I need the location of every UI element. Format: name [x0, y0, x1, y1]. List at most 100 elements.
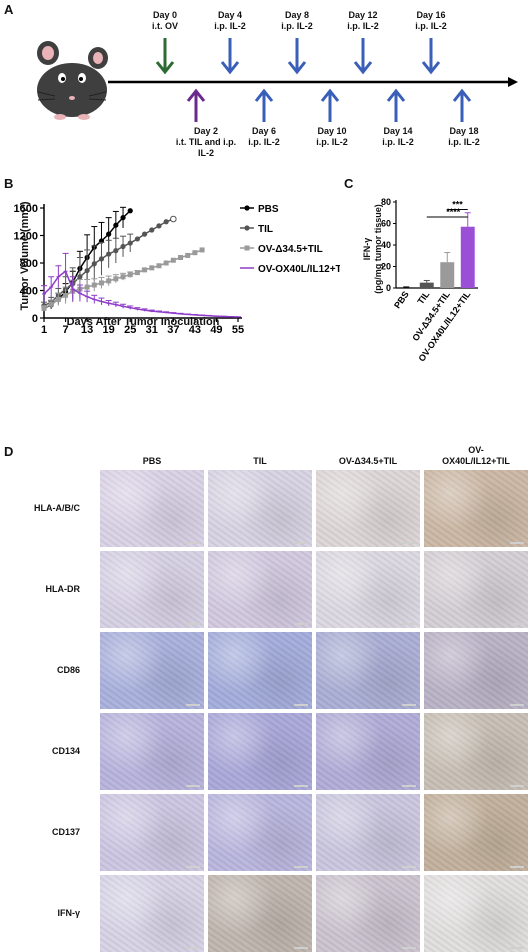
timeline-label-day2: Day 2 i.t. TIL and i.p. IL-2 — [175, 126, 237, 158]
x-tick-label: 31 — [146, 324, 158, 336]
ihc-image-tile — [100, 875, 204, 952]
scale-bar — [186, 785, 200, 787]
ihc-column-pbs: PBS — [142, 456, 162, 466]
data-point — [84, 267, 90, 274]
scale-bar — [294, 785, 308, 787]
scale-bar — [294, 866, 308, 868]
ihc-image-tile — [316, 713, 420, 790]
timeline-graphic — [37, 38, 518, 122]
ihc-image-tile — [316, 875, 420, 952]
data-point — [127, 240, 133, 246]
scale-bar — [510, 542, 524, 544]
scale-bar — [186, 704, 200, 706]
ihc-image-tile — [424, 470, 528, 547]
scale-bar — [402, 542, 416, 544]
category-label: TIL — [415, 289, 431, 306]
scale-bar — [294, 947, 308, 949]
ihc-image-tile — [316, 551, 420, 628]
down-arrowhead-icon — [220, 61, 240, 75]
tumor-volume-chart: 0 400 800 1200 1600 1 7 13 19 25 31 37 43 49 55 PBS TIL O… — [0, 190, 351, 390]
tumor-volume-x-label: Days After Tumor Inoculation — [66, 316, 220, 328]
ihc-image-tile — [208, 632, 312, 709]
y-tick-label: 0 — [386, 283, 391, 293]
scale-bar — [510, 866, 524, 868]
significance-label: *** — [452, 200, 463, 210]
timeline-panel: Day 0 i.t. OV Day 4 i.p. IL-2 Day 8 i.p. IL… — [0, 0, 532, 170]
legend-swatch-marker — [244, 205, 250, 211]
data-point — [149, 227, 155, 233]
timeline-label-day14: Day 14 i.p. IL-2 — [382, 126, 414, 147]
bar — [419, 282, 434, 288]
data-point — [91, 261, 97, 267]
down-arrowhead-icon — [353, 61, 373, 75]
tumor-volume-y-label: Tumor Volume (mm³) — [19, 201, 31, 311]
ihc-panel: PBS TIL OV-Δ34.5+TIL OV- OX40L/IL12+TIL H… — [0, 444, 532, 952]
up-arrowhead-icon — [320, 88, 340, 102]
scale-bar — [510, 623, 524, 625]
data-point — [41, 305, 47, 311]
y-tick-label: 40 — [381, 240, 391, 250]
scale-bar — [510, 785, 524, 787]
data-point — [120, 274, 126, 280]
x-tick-label: 19 — [103, 324, 115, 336]
bar — [460, 226, 475, 288]
ihc-image-tile — [100, 551, 204, 628]
data-point — [141, 231, 148, 237]
data-point — [55, 296, 61, 302]
x-tick-label: 55 — [232, 324, 244, 336]
scale-bar — [510, 704, 524, 706]
data-point — [120, 215, 126, 221]
series-3 — [41, 252, 241, 318]
y-tick-label: 80 — [381, 197, 391, 207]
x-tick-label: 49 — [210, 324, 222, 336]
data-point — [91, 282, 97, 288]
data-point — [120, 243, 126, 250]
x-tick-label: 1 — [41, 324, 47, 336]
up-arrowhead-icon — [254, 88, 274, 102]
ifng-bar-chart: 0 20 40 60 80 PBS TIL OV-Δ34.5+TIL OV-OX40L/IL12… — [340, 190, 532, 440]
ihc-image-tile — [208, 794, 312, 871]
up-arrowhead-icon — [386, 88, 406, 102]
down-arrowhead-icon — [421, 61, 441, 75]
timeline-label-day0: Day 0 i.t. OV — [151, 10, 178, 31]
legend-swatch-marker — [244, 225, 250, 231]
data-point — [48, 301, 54, 307]
y-tick-label: 400 — [20, 286, 38, 298]
x-tick-label: 25 — [124, 324, 136, 336]
ihc-image-tile — [100, 713, 204, 790]
scale-bar — [294, 623, 308, 625]
scale-bar — [402, 623, 416, 625]
timeline-label-day10: Day 10 i.p. IL-2 — [316, 126, 348, 147]
ihc-image-tile — [424, 551, 528, 628]
data-point — [156, 223, 162, 229]
ihc-image-tile — [424, 875, 528, 952]
category-label: PBS — [392, 289, 411, 310]
scale-bar — [402, 785, 416, 787]
legend-swatch-marker — [244, 245, 250, 251]
data-point — [98, 280, 104, 286]
scale-bar — [186, 623, 200, 625]
panel-letter-a: A — [4, 2, 14, 17]
scale-bar — [510, 947, 524, 949]
data-point — [77, 274, 83, 280]
down-arrowhead-icon — [287, 61, 307, 75]
data-point — [84, 284, 90, 290]
ihc-row-label: HLA-DR — [45, 584, 81, 594]
y-tick-label: 800 — [20, 258, 38, 270]
data-point — [127, 208, 133, 214]
ihc-image-tile — [208, 713, 312, 790]
y-tick-label: 20 — [381, 262, 391, 272]
ihc-row-label: CD137 — [51, 827, 80, 837]
ihc-image-tile — [316, 794, 420, 871]
ihc-image-tile — [100, 470, 204, 547]
ihc-row-label: CD86 — [56, 665, 80, 675]
bar — [399, 287, 414, 289]
scale-bar — [186, 947, 200, 949]
data-point — [163, 219, 169, 225]
data-point — [134, 236, 141, 242]
panel-letter-c: C — [344, 176, 354, 191]
legend-label: TIL — [258, 224, 273, 235]
bar — [440, 262, 455, 288]
data-point — [63, 292, 69, 298]
